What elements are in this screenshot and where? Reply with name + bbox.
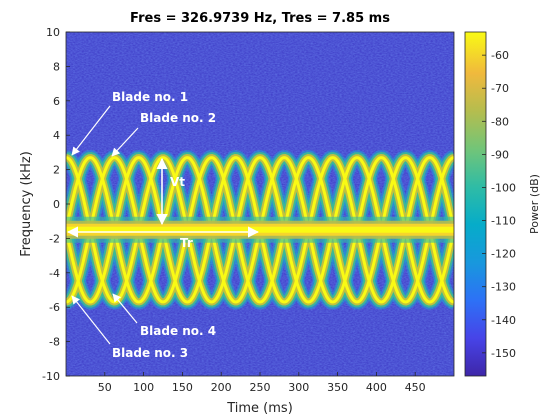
label-vt: Vt [170,175,185,189]
x-axis: 50 100 150 200 250 300 350 400 450 [98,372,426,394]
colorbar-tick-label-7: -130 [491,281,516,294]
colorbar-label: Power (dB) [528,174,541,234]
x-tick-label-1: 100 [133,381,154,394]
arrow-blade-3 [71,295,111,345]
x-axis-label: Time (ms) [226,401,293,416]
y-tick-label-2: -6 [49,301,60,314]
x-tick-label-5: 300 [288,381,309,394]
signal-layer [66,149,454,310]
arrow-blade-4 [112,293,138,324]
x-tick-label-7: 400 [366,381,387,394]
y-tick-label-4: -2 [49,232,60,245]
x-tick-label-0: 50 [98,381,112,394]
label-blade-1: Blade no. 1 [112,90,188,104]
colorbar [464,31,487,377]
y-tick-label-10: 10 [46,26,60,39]
colorbar-tick-label-5: -110 [491,215,516,228]
colorbar-ticks: -60 -70 -80 -90 -100 -110 -120 -130 -140 -150 [482,49,516,360]
annotations: Blade no. 1 Blade no. 2 Blade no. 4 Blad… [66,90,260,360]
y-tick-label-1: -8 [49,336,60,349]
label-blade-4: Blade no. 4 [140,324,216,338]
x-tick-label-4: 250 [250,381,271,394]
colorbar-tick-label-1: -70 [491,82,509,95]
colorbar-tick-label-4: -100 [491,181,516,194]
x-tick-label-3: 200 [211,381,232,394]
spectrogram-plot-area [66,32,454,376]
x-tick-label-6: 350 [327,381,348,394]
blade-trace-1-layer-3 [66,156,454,304]
y-axis-label: Frequency (kHz) [19,151,34,257]
y-tick-label-5: 0 [53,198,60,211]
arrow-blade-2 [111,127,139,157]
x-tick-label-2: 150 [172,381,193,394]
y-axis: -10 -8 -6 -4 -2 0 2 4 6 8 10 [42,26,70,383]
colorbar-tick-label-0: -60 [491,49,509,62]
colorbar-tick-label-2: -80 [491,115,509,128]
colorbar-tick-label-6: -120 [491,248,516,261]
chart-title: Fres = 326.9739 Hz, Tres = 7.85 ms [130,11,390,26]
blade-trace-3-layer-3 [66,156,454,304]
label-blade-2: Blade no. 2 [140,111,216,125]
arrow-blade-1 [71,105,111,156]
colorbar-tick-label-3: -90 [491,148,509,161]
label-tr: Tr [180,236,193,250]
x-tick-label-8: 450 [405,381,426,394]
y-tick-label-8: 6 [53,95,60,108]
colorbar-tick-label-8: -140 [491,314,516,327]
y-tick-label-9: 8 [53,60,60,73]
y-tick-label-7: 4 [53,129,60,142]
colorbar-tick-label-9: -150 [491,347,516,360]
y-tick-label-6: 2 [53,164,60,177]
y-tick-label-3: -4 [49,267,60,280]
label-blade-3: Blade no. 3 [112,346,188,360]
y-tick-label-0: -10 [42,370,60,383]
